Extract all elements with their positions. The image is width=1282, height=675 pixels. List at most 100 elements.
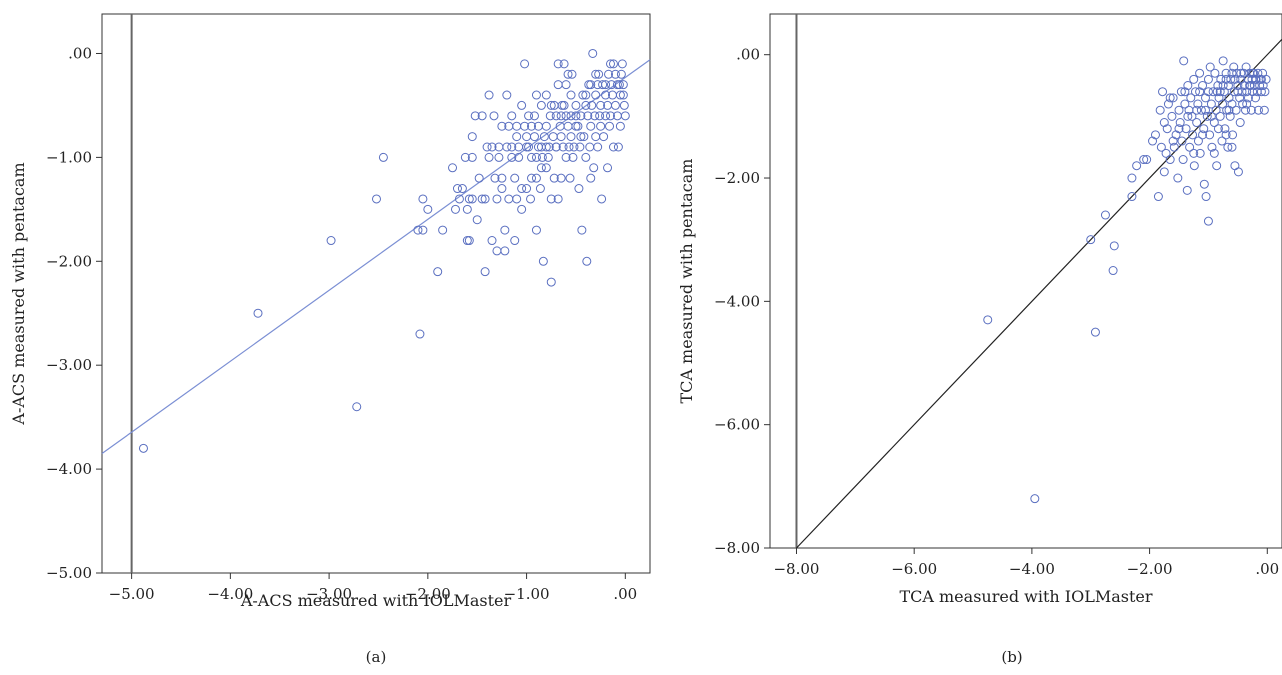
data-point (1195, 87, 1205, 97)
data-point (579, 132, 589, 142)
data-point (582, 256, 592, 266)
data-point (1205, 130, 1215, 140)
data-point (1198, 81, 1208, 91)
data-point (477, 111, 487, 121)
data-point (1235, 118, 1245, 128)
data-point (1236, 68, 1246, 78)
data-point (1181, 124, 1191, 134)
data-point (253, 308, 263, 318)
data-point (1199, 124, 1209, 134)
data-point (1206, 99, 1216, 109)
data-point (575, 142, 585, 152)
data-point (586, 80, 596, 90)
data-point (487, 142, 497, 152)
data-point (512, 194, 522, 204)
data-point (559, 59, 569, 69)
y-tick-label: −3.00 (46, 356, 92, 374)
data-point (510, 236, 520, 246)
data-point (1221, 130, 1231, 140)
data-point (522, 184, 532, 194)
data-point (454, 194, 464, 204)
data-point (492, 246, 502, 256)
data-point (1248, 87, 1258, 97)
data-point (1199, 179, 1209, 189)
data-point (549, 173, 559, 183)
data-point (474, 173, 484, 183)
data-point (138, 443, 148, 453)
data-point (1189, 148, 1199, 158)
data-point (618, 80, 628, 90)
data-point (1212, 161, 1222, 171)
x-tick-label: .00 (1255, 560, 1279, 578)
data-point (1235, 93, 1245, 103)
data-point (576, 132, 586, 142)
data-point (1163, 99, 1173, 109)
data-point (568, 152, 578, 162)
data-point (541, 121, 551, 131)
data-point (1030, 494, 1040, 504)
data-point (1200, 93, 1210, 103)
data-point (490, 173, 500, 183)
data-point (586, 173, 596, 183)
data-point (1192, 118, 1202, 128)
data-point (1159, 118, 1169, 128)
data-point (1218, 56, 1228, 66)
data-point (1175, 118, 1185, 128)
data-point (527, 173, 537, 183)
data-point (423, 204, 433, 214)
data-point (590, 111, 600, 121)
data-point (1188, 130, 1198, 140)
data-point (418, 225, 428, 235)
data-point (616, 69, 626, 79)
data-point (610, 100, 620, 110)
data-point (1179, 56, 1189, 66)
data-point (1168, 93, 1178, 103)
data-point (578, 90, 588, 100)
data-point (1207, 142, 1217, 152)
data-point (548, 132, 558, 142)
data-point (1173, 173, 1183, 183)
data-point (467, 132, 477, 142)
data-point (1198, 130, 1208, 140)
data-point (591, 90, 601, 100)
data-point (614, 80, 624, 90)
data-point (1226, 74, 1236, 84)
data-point (1208, 87, 1218, 97)
x-tick-label: −1.00 (504, 585, 550, 603)
data-point (1159, 167, 1169, 177)
x-tick-label: −5.00 (109, 585, 155, 603)
data-point (1192, 105, 1202, 115)
data-point (415, 329, 425, 339)
data-point (529, 111, 539, 121)
data-point (1232, 68, 1242, 78)
data-point (433, 267, 443, 277)
data-point (586, 121, 596, 131)
data-point (539, 132, 549, 142)
data-point (1231, 105, 1241, 115)
data-point (1224, 105, 1234, 115)
data-point (1206, 111, 1216, 121)
data-point (1212, 87, 1222, 97)
data-point (413, 225, 423, 235)
data-point (1209, 118, 1219, 128)
data-point (1139, 155, 1149, 165)
data-point (566, 111, 576, 121)
x-tick-label: −2.00 (1127, 560, 1173, 578)
data-point (1165, 93, 1175, 103)
data-point (545, 111, 555, 121)
data-point (1246, 105, 1256, 115)
data-point (1180, 87, 1190, 97)
data-point (524, 111, 534, 121)
data-point (561, 80, 571, 90)
data-point (484, 152, 494, 162)
data-point (1251, 74, 1261, 84)
data-point (1213, 81, 1223, 91)
data-point (615, 90, 625, 100)
data-point (1215, 111, 1225, 121)
data-point (593, 142, 603, 152)
data-point (489, 111, 499, 121)
data-point (1230, 161, 1240, 171)
data-point (480, 267, 490, 277)
data-point (1216, 74, 1226, 84)
data-point (1218, 99, 1228, 109)
